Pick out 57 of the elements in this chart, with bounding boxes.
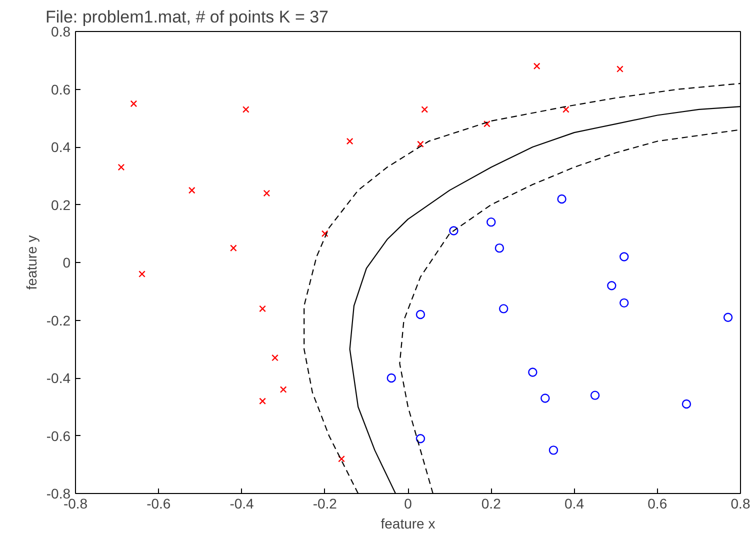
point xyxy=(557,194,566,204)
point xyxy=(272,354,278,362)
y-axis-title: feature y xyxy=(23,235,40,290)
point xyxy=(562,106,570,113)
point xyxy=(280,386,287,393)
point xyxy=(607,281,616,290)
point xyxy=(540,394,550,403)
point xyxy=(416,434,426,444)
x-axis-title: feature x xyxy=(380,516,436,532)
point xyxy=(138,270,146,278)
point xyxy=(449,226,458,236)
y-tick-label: 0.8 xyxy=(51,24,71,40)
line-series xyxy=(399,129,740,494)
x-tick-label: -0.4 xyxy=(230,496,254,512)
point xyxy=(498,304,508,314)
y-tick-label: 0.6 xyxy=(51,81,71,98)
x-tick-label: 0.4 xyxy=(564,496,584,512)
y-tick-label: 0.2 xyxy=(51,196,71,213)
point xyxy=(723,312,733,322)
y-tick-label: 0 xyxy=(62,254,71,270)
point xyxy=(338,455,345,462)
point xyxy=(259,398,266,405)
point xyxy=(616,66,624,72)
point xyxy=(548,446,558,455)
y-tick-label: -0.6 xyxy=(46,428,71,444)
y-tick-label: -0.4 xyxy=(46,370,71,386)
x-tick-label: 0.6 xyxy=(648,496,668,512)
x-tick-label: -0.6 xyxy=(146,496,171,512)
point xyxy=(590,390,600,400)
point xyxy=(417,140,424,148)
x-tick-label: 0.8 xyxy=(730,496,750,512)
point xyxy=(346,138,354,145)
point xyxy=(118,164,125,171)
point xyxy=(682,399,692,409)
point xyxy=(494,243,504,253)
point xyxy=(130,100,138,108)
point xyxy=(421,106,428,113)
point xyxy=(484,120,490,128)
x-tick-label: 0.2 xyxy=(481,496,502,512)
point xyxy=(263,190,270,197)
y-tick-label: 0.4 xyxy=(51,139,71,155)
point xyxy=(188,186,196,194)
x-tick-label: 0 xyxy=(404,496,412,512)
point xyxy=(230,244,237,252)
point xyxy=(528,368,538,377)
point xyxy=(416,310,426,320)
y-tick-label: -0.2 xyxy=(46,312,71,328)
x-tick-label: -0.2 xyxy=(312,496,338,512)
chart-title: File: problem1.mat, # of points K = 37 xyxy=(46,8,329,26)
point xyxy=(533,62,540,70)
point xyxy=(486,217,496,227)
point xyxy=(620,298,629,308)
point xyxy=(386,373,396,383)
point xyxy=(242,106,250,113)
point xyxy=(321,230,328,238)
point xyxy=(259,305,266,312)
point xyxy=(620,252,629,262)
